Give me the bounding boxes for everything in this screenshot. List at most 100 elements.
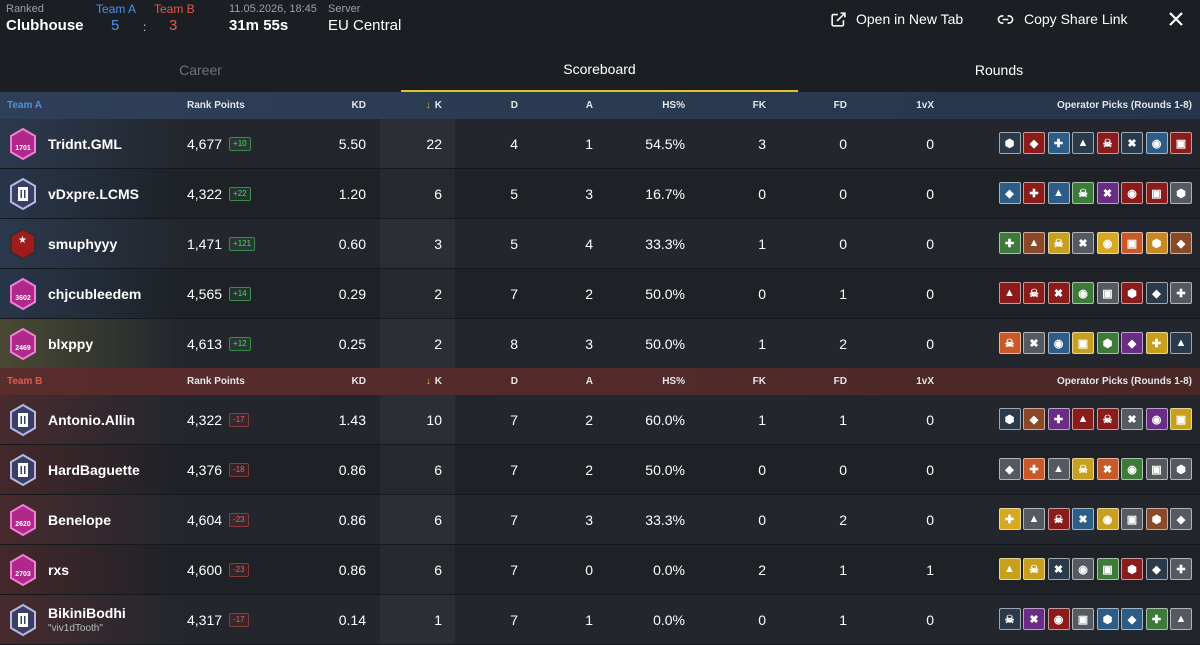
operator-icon[interactable]: ✖ [1023, 608, 1045, 630]
copy-share-link-button[interactable]: Copy Share Link [996, 8, 1128, 30]
operator-icon[interactable]: ⬢ [998, 408, 1021, 430]
operator-icon[interactable]: ▲ [1023, 508, 1045, 530]
operator-icon[interactable]: ◆ [1145, 558, 1168, 580]
operator-icon[interactable]: ◉ [1072, 558, 1094, 580]
operator-icon[interactable]: ◉ [1072, 282, 1094, 304]
operator-icon[interactable]: ☠ [998, 608, 1021, 630]
operator-icon[interactable]: ⬢ [1096, 608, 1119, 630]
operator-icon[interactable]: ✚ [1047, 408, 1070, 430]
operator-icon[interactable]: ◉ [1145, 408, 1168, 430]
operator-icon[interactable]: ▲ [998, 282, 1021, 304]
operator-icon[interactable]: ✚ [1023, 458, 1045, 480]
operator-icon[interactable]: ☠ [1023, 558, 1045, 580]
player-row[interactable]: 1701 Tridnt.GML 4,677 +10 5.50 22 4 1 54.5% 3 0 0 ⬢ ◆… [0, 119, 1200, 169]
operator-icon[interactable]: ✚ [1023, 182, 1045, 204]
operator-icon[interactable]: ◆ [1170, 232, 1192, 254]
operator-icon[interactable]: ✚ [1170, 282, 1192, 304]
operator-icon[interactable]: ▣ [1170, 132, 1192, 154]
player-name-cell[interactable]: Antonio.Allin [48, 395, 178, 444]
operator-icon[interactable]: ⬢ [1096, 332, 1119, 354]
player-row[interactable]: vDxpre.LCMS 4,322 +22 1.20 6 5 3 16.7% 0 0 0 ◆ ✚ ▲ ☠ ✖ ◉… [0, 169, 1200, 219]
operator-icon[interactable]: ◆ [1023, 132, 1045, 154]
player-name-cell[interactable]: Tridnt.GML [48, 119, 178, 168]
operator-icon[interactable]: ✖ [1023, 332, 1045, 354]
operator-icon[interactable]: ✖ [1121, 408, 1143, 430]
col-k-sorted[interactable]: ↓ K [380, 368, 442, 395]
operator-icon[interactable]: ▲ [1170, 332, 1192, 354]
operator-icon[interactable]: ⬢ [998, 132, 1021, 154]
player-row[interactable]: BikiniBodhi "viv1dTooth" 4,317 -17 0.14 1 7 1 0.… [0, 595, 1200, 645]
operator-icon[interactable]: ☠ [1047, 232, 1070, 254]
tab-career[interactable]: Career [179, 62, 222, 78]
operator-icon[interactable]: ✖ [1047, 282, 1070, 304]
operator-icon[interactable]: ☠ [1072, 182, 1094, 204]
operator-icon[interactable]: ◉ [1121, 458, 1143, 480]
operator-icon[interactable]: ▣ [1145, 458, 1168, 480]
operator-icon[interactable]: ▲ [1072, 408, 1094, 430]
player-name-cell[interactable]: rxs [48, 545, 178, 594]
operator-icon[interactable]: ◆ [1145, 282, 1168, 304]
operator-icon[interactable]: ▣ [1121, 232, 1143, 254]
operator-icon[interactable]: ◆ [998, 182, 1021, 204]
player-name-cell[interactable]: BikiniBodhi "viv1dTooth" [48, 595, 178, 644]
operator-icon[interactable]: ✚ [1170, 558, 1192, 580]
operator-icon[interactable]: ⬢ [1121, 282, 1143, 304]
player-row[interactable]: 2703 rxs 4,600 -23 0.86 6 7 0 0.0% 2 1 1 ▲ ☠ ✖ ◉ ▣ ⬢ ◆ ✚ [0, 545, 1200, 595]
operator-icon[interactable]: ☠ [1072, 458, 1094, 480]
operator-icon[interactable]: ▲ [1170, 608, 1192, 630]
open-new-tab-button[interactable]: Open in New Tab [830, 8, 963, 30]
operator-icon[interactable]: ✖ [1121, 132, 1143, 154]
operator-icon[interactable]: ◆ [1170, 508, 1192, 530]
operator-icon[interactable]: ◆ [998, 458, 1021, 480]
operator-icon[interactable]: ▣ [1121, 508, 1143, 530]
operator-icon[interactable]: ✖ [1072, 508, 1094, 530]
operator-icon[interactable]: ▣ [1096, 282, 1119, 304]
player-name-cell[interactable]: HardBaguette [48, 445, 178, 494]
operator-icon[interactable]: ▲ [1047, 182, 1070, 204]
operator-icon[interactable]: ☠ [1047, 508, 1070, 530]
operator-icon[interactable]: ◉ [1121, 182, 1143, 204]
operator-icon[interactable]: ✚ [1047, 132, 1070, 154]
close-button[interactable] [1164, 7, 1188, 31]
operator-icon[interactable]: ◉ [1047, 332, 1070, 354]
operator-icon[interactable]: ☠ [998, 332, 1021, 354]
operator-icon[interactable]: ✖ [1047, 558, 1070, 580]
player-row[interactable]: 3602 chjcubleedem 4,565 +14 0.29 2 7 2 50.0% 0 1 0 ▲… [0, 269, 1200, 319]
operator-icon[interactable]: ⬢ [1170, 182, 1192, 204]
player-row[interactable]: HardBaguette 4,376 -18 0.86 6 7 2 50.0% 0 0 0 ◆ ✚ ▲ ☠ ✖… [0, 445, 1200, 495]
player-name-cell[interactable]: vDxpre.LCMS [48, 169, 178, 218]
operator-icon[interactable]: ☠ [1023, 282, 1045, 304]
player-row[interactable]: 2620 Benelope 4,604 -23 0.86 6 7 3 33.3% 0 2 0 ✚ ▲ ☠ ✖ ◉… [0, 495, 1200, 545]
player-row[interactable]: 2469 blxppy 4,613 +12 0.25 2 8 3 50.0% 1 2 0 ☠ ✖ ◉ ▣ ⬢ ◆ ✚… [0, 319, 1200, 369]
tab-rounds[interactable]: Rounds [974, 62, 1024, 78]
player-name-cell[interactable]: smuphyyy [48, 219, 178, 268]
operator-icon[interactable]: ✚ [998, 232, 1021, 254]
operator-icon[interactable]: ▣ [1072, 608, 1094, 630]
operator-icon[interactable]: ☠ [1096, 408, 1119, 430]
operator-icon[interactable]: ◆ [1023, 408, 1045, 430]
operator-icon[interactable]: ◉ [1145, 132, 1168, 154]
operator-icon[interactable]: ✖ [1096, 458, 1119, 480]
operator-icon[interactable]: ✚ [1145, 332, 1168, 354]
operator-icon[interactable]: ◉ [1096, 508, 1119, 530]
operator-icon[interactable]: ✖ [1096, 182, 1119, 204]
operator-icon[interactable]: ▣ [1096, 558, 1119, 580]
player-row[interactable]: Antonio.Allin 4,322 -17 1.43 10 7 2 60.0% 1 1 0 ⬢ ◆ ✚… [0, 395, 1200, 445]
operator-icon[interactable]: ▣ [1145, 182, 1168, 204]
operator-icon[interactable]: ◉ [1047, 608, 1070, 630]
operator-icon[interactable]: ◉ [1096, 232, 1119, 254]
operator-icon[interactable]: ▣ [1072, 332, 1094, 354]
operator-icon[interactable]: ⬢ [1170, 458, 1192, 480]
tab-scoreboard[interactable]: Scoreboard [401, 48, 798, 92]
player-name-cell[interactable]: Benelope [48, 495, 178, 544]
operator-icon[interactable]: ◆ [1121, 608, 1143, 630]
operator-icon[interactable]: ☠ [1096, 132, 1119, 154]
operator-icon[interactable]: ▲ [998, 558, 1021, 580]
col-k-sorted[interactable]: ↓ K [380, 92, 442, 119]
operator-icon[interactable]: ▣ [1170, 408, 1192, 430]
operator-icon[interactable]: ✖ [1072, 232, 1094, 254]
operator-icon[interactable]: ✚ [998, 508, 1021, 530]
operator-icon[interactable]: ▲ [1047, 458, 1070, 480]
player-name-cell[interactable]: chjcubleedem [48, 269, 178, 318]
operator-icon[interactable]: ⬢ [1145, 232, 1168, 254]
